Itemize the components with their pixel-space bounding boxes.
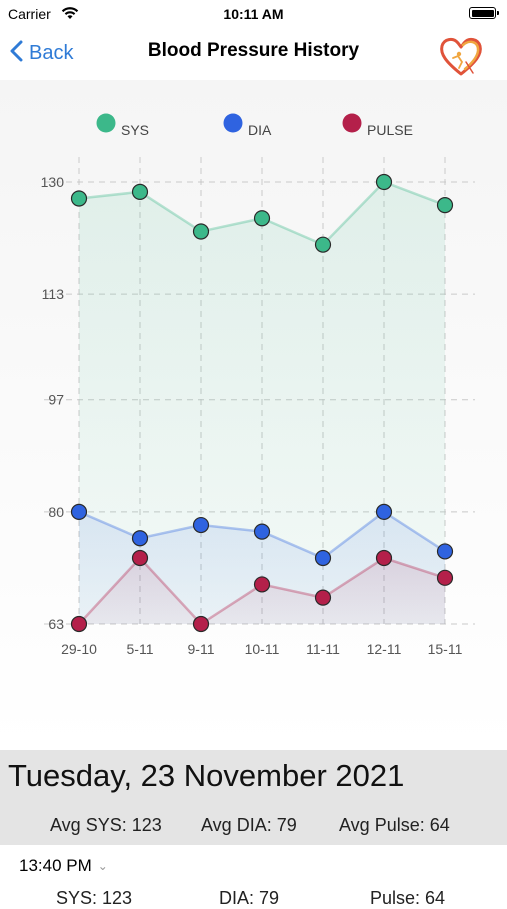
heart-logo-icon — [436, 32, 486, 80]
reading-dia: DIA: 79 — [219, 888, 280, 908]
y-tick-label: 130 — [41, 174, 65, 190]
x-tick-label: 12-11 — [367, 641, 402, 657]
battery-icon — [469, 7, 499, 19]
data-point-dia — [253, 523, 271, 540]
data-point-pulse — [375, 549, 393, 567]
avg-sys: Avg SYS: 123 — [50, 815, 162, 835]
data-point-dia — [375, 503, 393, 520]
summary-panel: Tuesday, 23 November 2021 — [0, 750, 507, 845]
data-point-pulse — [192, 615, 210, 633]
back-button[interactable]: Back — [10, 40, 73, 67]
data-point-dia — [314, 549, 332, 567]
x-tick-label: 15-11 — [428, 641, 463, 657]
data-point-sys — [131, 183, 149, 200]
data-point-pulse — [314, 589, 332, 606]
data-point-dia — [131, 530, 149, 547]
back-label: Back — [29, 42, 74, 64]
legend-label-pulse: PULSE — [367, 122, 413, 138]
data-point-dia — [436, 543, 454, 560]
reading-pulse: Pulse: 64 — [370, 888, 446, 908]
y-tick-label: 80 — [48, 504, 64, 520]
data-point-pulse — [253, 576, 271, 593]
data-point-sys — [192, 223, 210, 240]
legend-marker-dia — [223, 113, 243, 133]
nav-bar: Back Blood Pressure History — [0, 28, 507, 80]
averages-row: Avg SYS: 123 Avg DIA: 79 Avg Pulse: 64 — [0, 815, 507, 837]
carrier-label: Carrier — [8, 6, 51, 22]
x-tick-label: 9-11 — [188, 641, 215, 657]
avg-dia: Avg DIA: 79 — [201, 815, 297, 835]
x-tick-label: 11-11 — [306, 641, 340, 657]
data-point-sys — [436, 196, 454, 214]
data-point-dia — [70, 503, 88, 520]
data-point-pulse — [131, 549, 149, 567]
data-point-sys — [314, 236, 332, 253]
data-point-sys — [253, 210, 271, 227]
avg-pulse: Avg Pulse: 64 — [339, 815, 450, 835]
page-title: Blood Pressure History — [147, 40, 360, 61]
x-tick-label: 10-11 — [245, 641, 280, 657]
session-time-label: 13:40 PM — [19, 856, 92, 875]
date-heading: Tuesday, 23 November 2021 — [8, 758, 405, 793]
series-area-sys — [79, 182, 445, 624]
data-point-pulse — [70, 615, 88, 633]
x-tick-label: 29-10 — [61, 641, 97, 657]
session-time-toggle[interactable]: 13:40 PM ⌄ — [19, 856, 108, 876]
legend-label-dia: DIA — [248, 122, 272, 138]
chevron-left-icon — [10, 40, 23, 67]
data-point-dia — [192, 516, 210, 534]
data-point-pulse — [436, 569, 454, 586]
x-tick-label: 5-11 — [127, 641, 154, 657]
data-point-sys — [375, 173, 393, 191]
chevron-down-icon: ⌄ — [97, 859, 108, 873]
reading-sys: SYS: 123 — [56, 888, 133, 908]
legend-marker-pulse — [342, 113, 362, 133]
wifi-icon — [61, 6, 79, 25]
chart-area: 130 113 97 80 63 29-10 5-11 9-11 10-11 11-11 12-11… — [0, 80, 507, 750]
y-tick-label: 63 — [48, 616, 64, 632]
blood-pressure-chart: 130 113 97 80 63 29-10 5-11 9-11 10-11 11-11 12-11… — [41, 113, 475, 657]
reading-row: SYS: 123 DIA: 79 Pulse: 64 — [0, 888, 507, 908]
status-bar: Carrier 10:11 AM — [0, 0, 507, 28]
y-tick-label: 97 — [48, 392, 64, 408]
y-tick-label: 113 — [42, 286, 65, 302]
legend-label-sys: SYS — [121, 122, 149, 138]
legend-marker-sys — [96, 113, 116, 133]
clock: 10:11 AM — [223, 6, 284, 22]
data-point-sys — [70, 190, 88, 207]
